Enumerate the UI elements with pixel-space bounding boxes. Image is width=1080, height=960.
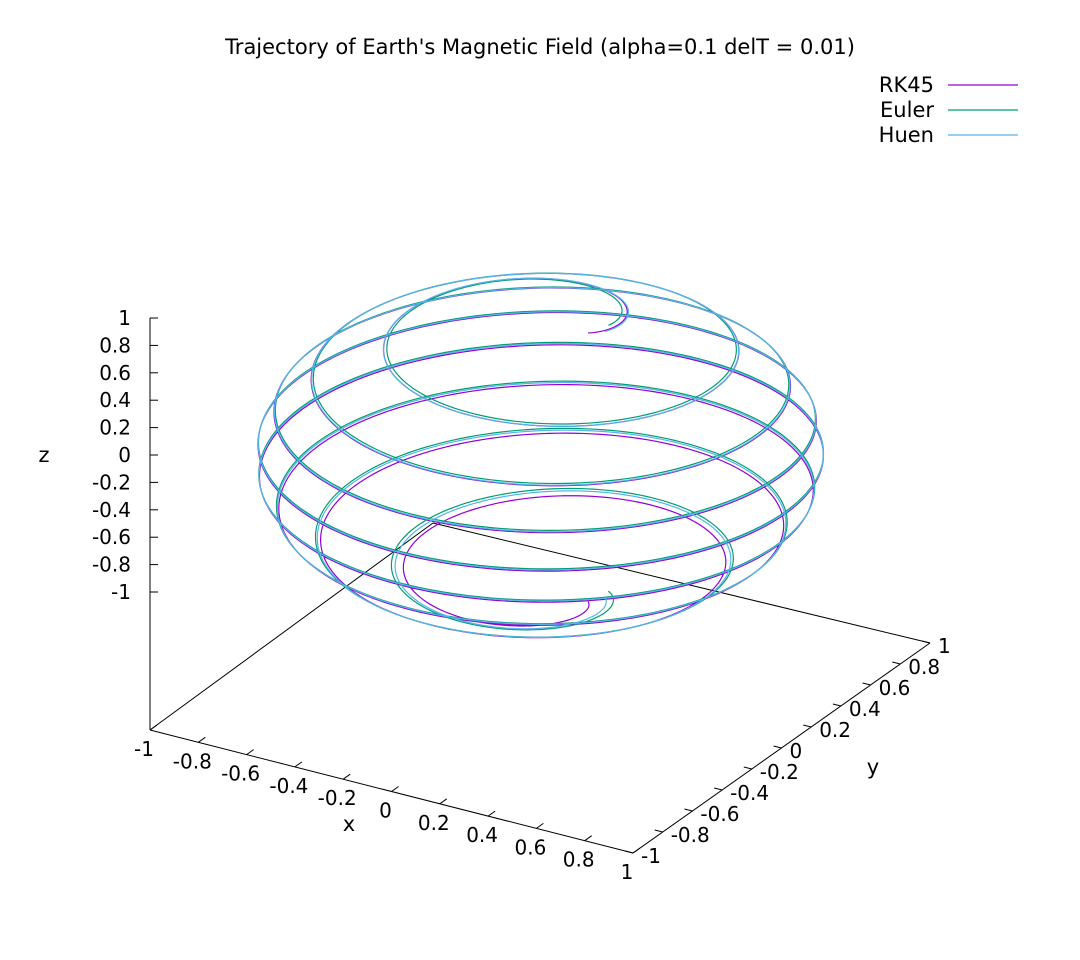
y-tick-label: -0.4: [730, 781, 769, 805]
back-y-axis-line: [149, 522, 434, 731]
x-tick-mark: [536, 822, 544, 829]
x-tick-mark: [149, 724, 158, 731]
legend-label: Huen: [879, 123, 934, 147]
x-tick-mark: [632, 847, 641, 854]
y-tick-label: 1: [938, 634, 951, 658]
z-tick-label: 0.8: [99, 333, 131, 357]
y-tick-label: 0.8: [908, 655, 940, 679]
z-tick-label: -0.6: [92, 525, 131, 549]
x-tick-label: 0.4: [466, 823, 498, 847]
y-tick-mark: [921, 640, 931, 644]
x-tick-label: -0.8: [173, 749, 212, 773]
series-line-huen: [257, 272, 825, 638]
x-tick-label: 0: [379, 799, 392, 823]
x-tick-mark: [342, 773, 351, 780]
x-tick-mark: [439, 798, 448, 805]
y-tick-label: -0.6: [700, 802, 739, 826]
y-tick-mark: [862, 682, 871, 686]
x-tick-mark: [246, 749, 254, 756]
y-tick-mark: [624, 850, 634, 854]
z-tick-label: 0.2: [99, 416, 131, 440]
z-tick-label: 0.4: [99, 388, 131, 412]
y-tick-mark: [892, 661, 901, 665]
legend-label: Euler: [880, 98, 934, 122]
x-tick-label: -1: [134, 737, 154, 761]
y-tick-mark: [743, 766, 752, 770]
tick-labels: 10.80.60.40.20-0.2-0.4-0.6-0.8-1-1-0.8-0…: [92, 306, 951, 884]
z-tick-label: -0.2: [92, 470, 131, 494]
y-tick-label: 0.4: [849, 697, 881, 721]
x-tick-label: -0.4: [269, 774, 308, 798]
x-tick-mark: [198, 736, 206, 743]
x-tick-mark: [391, 786, 399, 792]
tick-marks: [149, 317, 931, 854]
y-tick-label: -1: [641, 844, 661, 868]
y-tick-mark: [654, 829, 663, 833]
y-tick-mark: [773, 745, 782, 749]
y-tick-label: 0.6: [879, 676, 911, 700]
y-tick-label: -0.8: [671, 823, 710, 847]
y-axis-label: y: [867, 755, 879, 779]
x-tick-label: -0.6: [221, 762, 260, 786]
x-tick-mark: [487, 810, 496, 817]
back-x-axis-line: [432, 522, 931, 644]
x-tick-label: -0.2: [318, 786, 357, 810]
x-axis-label: x: [343, 812, 355, 836]
x-tick-mark: [294, 761, 303, 768]
z-tick-label: -0.4: [92, 498, 131, 522]
z-axis-label: z: [38, 443, 49, 467]
x-tick-label: 0.8: [563, 848, 595, 872]
x-tick-mark: [584, 835, 592, 842]
y-tick-label: 0: [790, 739, 803, 763]
z-tick-label: -1: [111, 580, 131, 604]
chart-title: Trajectory of Earth's Magnetic Field (al…: [224, 35, 855, 59]
x-tick-label: 1: [621, 860, 634, 884]
y-tick-mark: [832, 703, 842, 707]
z-tick-label: -0.8: [92, 553, 131, 577]
y-tick-mark: [803, 724, 812, 728]
axes: [149, 318, 931, 854]
y-tick-label: -0.2: [760, 760, 799, 784]
z-tick-label: 0.6: [99, 361, 131, 385]
y-tick-label: 0.2: [819, 718, 851, 742]
chart-series: [257, 272, 825, 639]
z-tick-label: 1: [118, 306, 131, 330]
z-tick-label: 0: [118, 443, 131, 467]
legend-label: RK45: [879, 73, 934, 97]
x-tick-label: 0.6: [514, 835, 546, 859]
y-tick-mark: [684, 808, 693, 812]
y-tick-mark: [713, 787, 723, 791]
x-tick-label: 0.2: [418, 811, 450, 835]
